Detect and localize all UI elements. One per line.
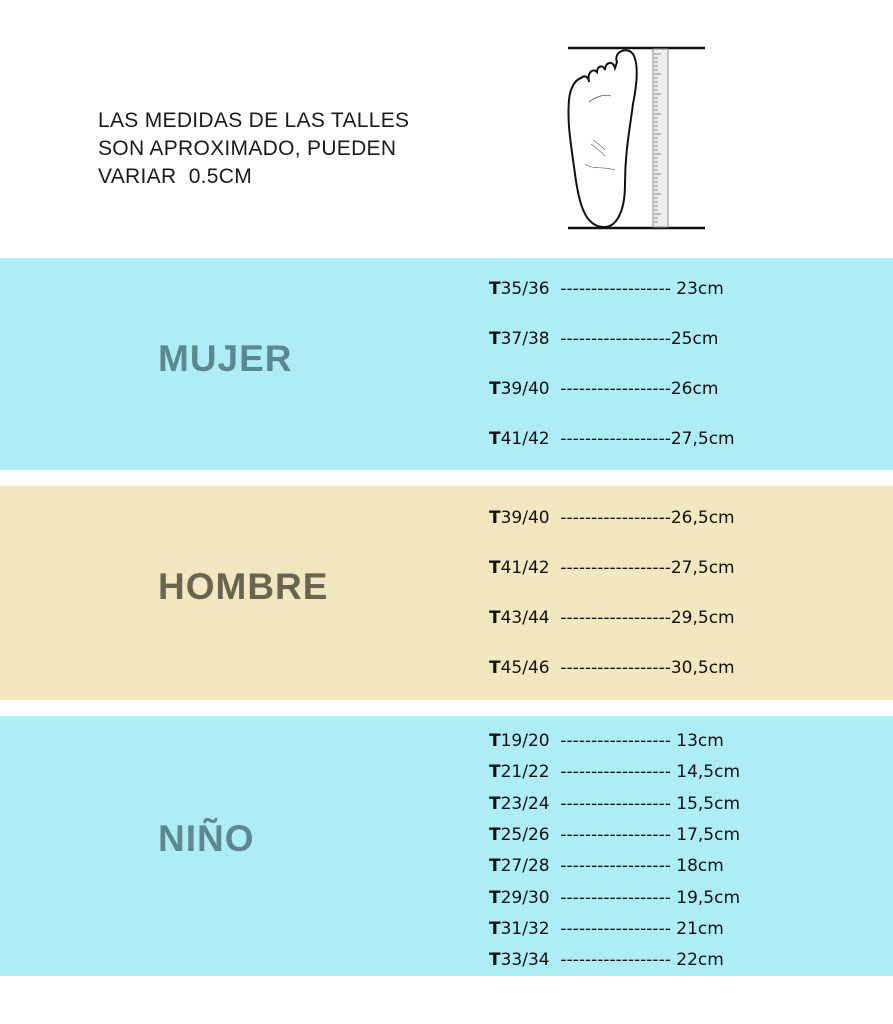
size-row: T39/40 ------------------26cm — [489, 379, 718, 399]
size-row: T19/20 ------------------ 13cm — [489, 731, 724, 751]
length-value: 26cm — [670, 379, 719, 399]
dash-leader: ------------------ — [549, 950, 677, 971]
size-label: 35/36 — [500, 279, 550, 299]
length-value: 22cm — [676, 950, 724, 971]
dash-leader: ------------------ — [549, 887, 677, 908]
note-line: SON APROXIMADO, PUEDEN — [98, 137, 397, 160]
dash-leader: ------------------ — [549, 329, 671, 349]
size-row: T31/32 ------------------ 21cm — [489, 919, 724, 939]
length-value: 19,5cm — [676, 887, 741, 908]
length-value: 13cm — [676, 731, 724, 751]
length-value: 26,5cm — [670, 508, 735, 528]
size-label: 21/22 — [500, 762, 550, 783]
size-row: T23/24 ------------------ 15,5cm — [489, 794, 740, 814]
size-row: T21/22 ------------------ 14,5cm — [489, 762, 740, 782]
size-prefix: T — [489, 279, 501, 299]
dash-leader: ------------------ — [549, 558, 671, 578]
size-prefix: T — [489, 329, 501, 349]
size-prefix: T — [489, 658, 501, 678]
size-row: T37/38 ------------------25cm — [489, 329, 718, 349]
disclaimer-note: LAS MEDIDAS DE LAS TALLES SON APROXIMADO… — [98, 107, 409, 191]
size-prefix: T — [489, 731, 501, 751]
length-value: 21cm — [676, 918, 724, 939]
size-label: 45/46 — [500, 658, 550, 678]
size-prefix: T — [489, 762, 501, 783]
size-label: 43/44 — [500, 608, 550, 628]
length-value: 15,5cm — [676, 793, 741, 814]
dash-leader: ------------------ — [549, 856, 677, 877]
section-nino: NIÑO — [0, 716, 893, 976]
size-label: 41/42 — [500, 429, 550, 449]
dash-leader: ------------------ — [549, 918, 677, 939]
size-label: 41/42 — [500, 558, 550, 578]
size-label: 19/20 — [500, 731, 550, 751]
size-label: 39/40 — [500, 379, 550, 399]
length-value: 23cm — [676, 279, 724, 299]
section-mujer: MUJER — [0, 258, 893, 470]
foot-with-ruler-icon — [567, 46, 705, 230]
dash-leader: ------------------ — [549, 658, 671, 678]
size-label: 29/30 — [500, 887, 550, 908]
note-line: LAS MEDIDAS DE LAS TALLES — [98, 109, 410, 132]
dash-leader: ------------------ — [549, 379, 671, 399]
dash-leader: ------------------ — [549, 824, 677, 845]
size-label: 39/40 — [500, 508, 550, 528]
length-value: 27,5cm — [670, 558, 735, 578]
size-label: 37/38 — [500, 329, 550, 349]
note-line: VARIAR 0.5CM — [98, 165, 253, 188]
dash-leader: ------------------ — [549, 731, 677, 751]
size-row: T29/30 ------------------ 19,5cm — [489, 888, 740, 908]
length-value: 29,5cm — [670, 608, 735, 628]
size-prefix: T — [489, 429, 501, 449]
length-value: 30,5cm — [670, 658, 735, 678]
size-row: T45/46 ------------------30,5cm — [489, 658, 735, 678]
length-value: 17,5cm — [676, 824, 741, 845]
size-prefix: T — [489, 793, 501, 814]
section-title: MUJER — [158, 338, 293, 379]
size-prefix: T — [489, 608, 501, 628]
dash-leader: ------------------ — [549, 508, 671, 528]
size-label: 31/32 — [500, 918, 550, 939]
size-prefix: T — [489, 887, 501, 908]
size-label: 33/34 — [500, 950, 550, 971]
dash-leader: ------------------ — [549, 608, 671, 628]
size-prefix: T — [489, 856, 501, 877]
length-value: 14,5cm — [676, 762, 741, 783]
size-row: T27/28 ------------------ 18cm — [489, 856, 724, 876]
size-label: 27/28 — [500, 856, 550, 877]
length-value: 27,5cm — [670, 429, 735, 449]
length-value: 18cm — [676, 856, 724, 877]
size-row: T43/44 ------------------29,5cm — [489, 608, 735, 628]
section-hombre: HOMBRE — [0, 486, 893, 700]
dash-leader: ------------------ — [549, 429, 671, 449]
size-prefix: T — [489, 558, 501, 578]
length-value: 25cm — [670, 329, 719, 349]
section-title: NIÑO — [158, 818, 255, 859]
size-row: T39/40 ------------------26,5cm — [489, 508, 735, 528]
size-row: T33/34 ------------------ 22cm — [489, 950, 724, 970]
dash-leader: ------------------ — [549, 762, 677, 783]
dash-leader: ------------------ — [549, 793, 677, 814]
size-row: T35/36 ------------------ 23cm — [489, 279, 724, 299]
size-label: 25/26 — [500, 824, 550, 845]
size-prefix: T — [489, 508, 501, 528]
size-row: T41/42 ------------------27,5cm — [489, 558, 735, 578]
size-prefix: T — [489, 379, 501, 399]
size-prefix: T — [489, 918, 501, 939]
size-label: 23/24 — [500, 793, 550, 814]
dash-leader: ------------------ — [549, 279, 677, 299]
size-row: T25/26 ------------------ 17,5cm — [489, 825, 740, 845]
size-row: T41/42 ------------------27,5cm — [489, 429, 735, 449]
section-title: HOMBRE — [158, 566, 329, 607]
size-prefix: T — [489, 950, 501, 971]
size-prefix: T — [489, 824, 501, 845]
